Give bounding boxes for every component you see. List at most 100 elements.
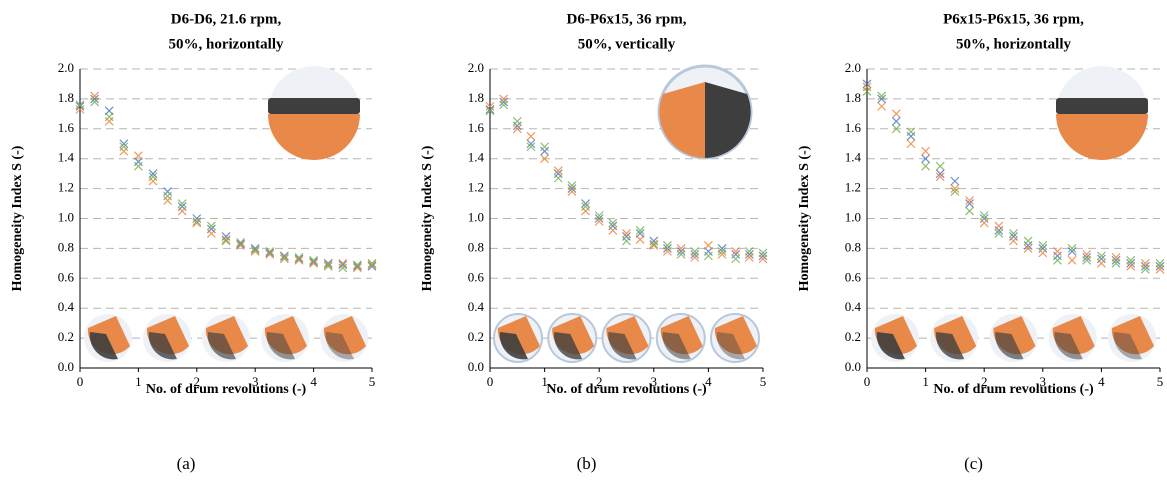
data-point — [512, 124, 522, 134]
data-point — [1111, 255, 1121, 265]
x-tick-label: 0 — [864, 374, 871, 389]
y-tick-label: 1.0 — [468, 209, 484, 224]
data-point — [104, 112, 114, 122]
chart-title: P6x15-P6x15, 36 rpm, — [943, 11, 1084, 27]
data-point — [294, 255, 304, 265]
chart-title: 50%, vertically — [578, 36, 676, 52]
x-axis-label: No. of drum revolutions (-) — [546, 382, 707, 397]
data-point — [663, 243, 672, 253]
data-point — [622, 229, 631, 238]
y-axis-label: Homogeneity Index S (-) — [10, 145, 25, 291]
x-tick-label: 5 — [1157, 374, 1164, 389]
x-axis-label: No. of drum revolutions (-) — [933, 382, 1094, 397]
data-point — [690, 246, 700, 256]
y-tick-label: 0.8 — [58, 239, 74, 254]
panel-label: (a) — [177, 454, 196, 473]
data-point — [1053, 251, 1062, 261]
chart-title: D6-P6x15, 36 rpm, — [567, 11, 687, 27]
data-point — [1155, 261, 1165, 271]
x-tick-label: 0 — [487, 374, 494, 389]
drum-image — [705, 82, 751, 158]
data-point — [526, 142, 536, 152]
y-tick-label: 0.4 — [58, 299, 75, 314]
data-point — [1082, 255, 1092, 265]
data-point — [877, 101, 887, 111]
data-point — [935, 172, 945, 182]
data-point — [540, 142, 550, 152]
data-point — [265, 249, 275, 259]
y-axis-label: Homogeneity Index S (-) — [420, 145, 435, 291]
data-point — [744, 249, 754, 259]
data-point — [906, 127, 916, 137]
data-point — [1126, 255, 1136, 265]
data-point — [206, 229, 216, 238]
data-point — [294, 252, 304, 262]
chart-title: D6-D6, 21.6 rpm, — [171, 11, 282, 27]
y-tick-label: 1.8 — [58, 90, 74, 105]
data-point — [221, 236, 231, 246]
data-point — [148, 176, 158, 186]
data-point — [526, 139, 536, 149]
data-point — [676, 246, 686, 256]
y-tick-label: 1.2 — [845, 180, 861, 195]
y-axis-label: Homogeneity Index S (-) — [797, 145, 812, 291]
data-point — [323, 261, 333, 271]
data-point — [499, 100, 509, 110]
x-tick-label: 5 — [369, 374, 376, 389]
drum-image — [659, 82, 705, 158]
data-point — [703, 251, 713, 261]
data-point — [649, 240, 659, 250]
data-point — [622, 236, 631, 246]
data-point — [1111, 258, 1121, 268]
data-point — [133, 161, 143, 171]
y-tick-label: 0.2 — [58, 329, 74, 344]
data-point — [877, 94, 887, 104]
data-point — [731, 246, 741, 256]
data-point — [1023, 243, 1033, 253]
x-tick-label: 5 — [760, 374, 767, 389]
data-point — [177, 199, 187, 208]
y-tick-label: 1.4 — [845, 150, 862, 165]
data-point — [744, 246, 754, 256]
y-tick-label: 1.0 — [58, 209, 74, 224]
y-tick-label: 0.2 — [845, 329, 861, 344]
y-tick-label: 0.0 — [468, 359, 484, 374]
data-point — [717, 249, 727, 259]
data-point — [265, 248, 275, 258]
data-point — [265, 246, 275, 256]
data-point — [1023, 236, 1033, 246]
data-point — [1038, 248, 1048, 258]
data-point — [148, 169, 158, 179]
data-point — [965, 206, 974, 216]
data-point — [133, 151, 143, 161]
drum-image — [207, 332, 236, 360]
data-point — [104, 116, 114, 126]
data-point — [1140, 264, 1150, 274]
data-point — [862, 87, 872, 96]
x-tick-label: 1 — [541, 374, 548, 389]
data-point — [236, 237, 246, 247]
data-point — [921, 161, 931, 171]
drum-image — [662, 332, 691, 360]
data-point — [338, 260, 348, 270]
data-point — [862, 79, 872, 89]
drum-image — [876, 332, 905, 360]
data-point — [891, 124, 901, 134]
data-point — [553, 173, 563, 183]
x-tick-label: 4 — [1098, 374, 1105, 389]
y-tick-label: 2.0 — [845, 60, 861, 75]
y-tick-label: 0.2 — [468, 329, 484, 344]
data-point — [950, 187, 960, 197]
data-point — [90, 97, 100, 107]
x-tick-label: 3 — [252, 374, 259, 389]
data-point — [367, 258, 377, 268]
y-tick-label: 0.0 — [845, 359, 861, 374]
y-tick-label: 1.2 — [468, 180, 484, 195]
drum-image — [1111, 316, 1154, 355]
drum-image — [714, 316, 757, 355]
data-point — [250, 245, 260, 255]
data-point — [877, 91, 887, 101]
x-tick-label: 1 — [922, 374, 929, 389]
data-point — [1009, 229, 1018, 238]
drum-image — [148, 332, 177, 360]
